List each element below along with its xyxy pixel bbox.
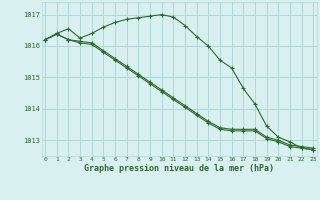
X-axis label: Graphe pression niveau de la mer (hPa): Graphe pression niveau de la mer (hPa): [84, 164, 274, 173]
